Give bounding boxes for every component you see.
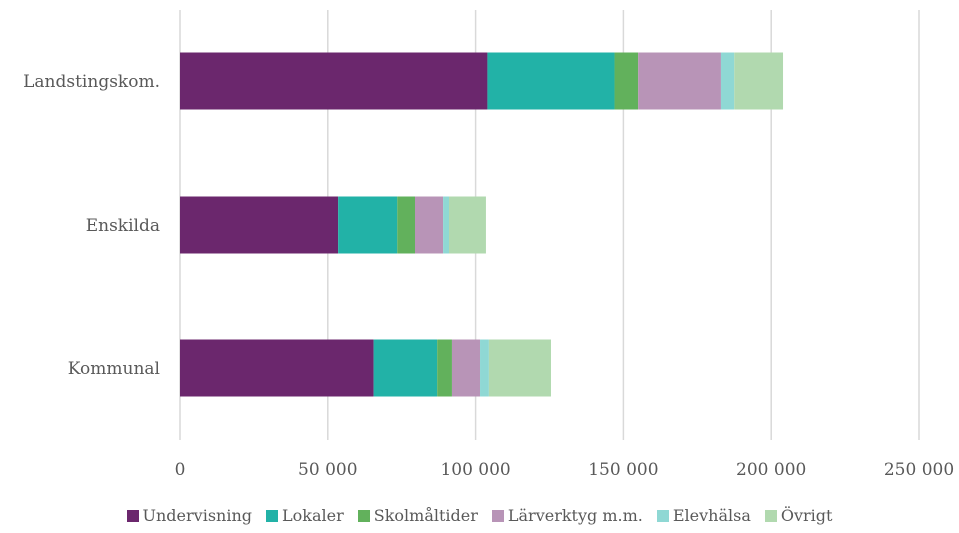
bar-segment bbox=[480, 339, 489, 397]
legend-swatch bbox=[126, 510, 139, 522]
bar-segment bbox=[487, 52, 615, 110]
legend-swatch bbox=[656, 510, 669, 522]
legend-item: Undervisning bbox=[126, 506, 252, 525]
bar-segment bbox=[638, 52, 721, 110]
legend-label: Lärverktyg m.m. bbox=[507, 506, 643, 525]
bar-segment bbox=[180, 52, 488, 110]
legend: Undervisning Lokaler Skolmåltider Lärverkty… bbox=[0, 508, 959, 524]
x-tick-label: 200 000 bbox=[736, 460, 806, 480]
x-tick-label: 0 bbox=[175, 460, 186, 480]
legend-item: Övrigt bbox=[764, 506, 833, 525]
bar-segment bbox=[448, 196, 486, 254]
legend-item: Elevhälsa bbox=[656, 506, 751, 525]
bars bbox=[180, 52, 784, 397]
legend-swatch bbox=[357, 510, 370, 522]
bar-segment bbox=[443, 196, 449, 254]
bar-segment bbox=[451, 339, 481, 397]
x-tick-label: 50 000 bbox=[298, 460, 357, 480]
bar-segment bbox=[734, 52, 784, 110]
x-tick-label: 150 000 bbox=[588, 460, 658, 480]
x-tick-label: 250 000 bbox=[884, 460, 954, 480]
bar-segment bbox=[488, 339, 551, 397]
bar-segment bbox=[720, 52, 735, 110]
legend-label: Elevhälsa bbox=[672, 506, 751, 525]
legend-item: Skolmåltider bbox=[357, 506, 478, 525]
category-label: Enskilda bbox=[86, 216, 160, 236]
bar-segment bbox=[180, 196, 339, 254]
category-label: Landstingskom. bbox=[23, 72, 160, 92]
legend-label: Skolmåltider bbox=[373, 506, 478, 525]
legend-label: Lokaler bbox=[282, 506, 344, 525]
legend-item: Lokaler bbox=[266, 508, 344, 524]
legend-label: Undervisning bbox=[142, 506, 252, 525]
bar-segment bbox=[373, 339, 438, 397]
bar-segment bbox=[437, 339, 452, 397]
bar-segment bbox=[614, 52, 639, 110]
legend-item: Lärverktyg m.m. bbox=[491, 506, 643, 525]
legend-label: Övrigt bbox=[780, 506, 833, 525]
bar-segment bbox=[180, 339, 374, 397]
legend-swatch bbox=[764, 510, 777, 522]
x-axis-ticks: 0 50 000 100 000 150 000 200 000 250 000 bbox=[175, 460, 955, 480]
legend-swatch bbox=[491, 510, 504, 522]
category-label: Kommunal bbox=[68, 359, 160, 379]
category-labels: Kommunal Enskilda Landstingskom. bbox=[23, 72, 160, 379]
bar-segment bbox=[338, 196, 398, 254]
x-tick-label: 100 000 bbox=[440, 460, 510, 480]
bar-segment bbox=[415, 196, 444, 254]
bar-segment bbox=[397, 196, 416, 254]
legend-swatch bbox=[266, 510, 278, 522]
